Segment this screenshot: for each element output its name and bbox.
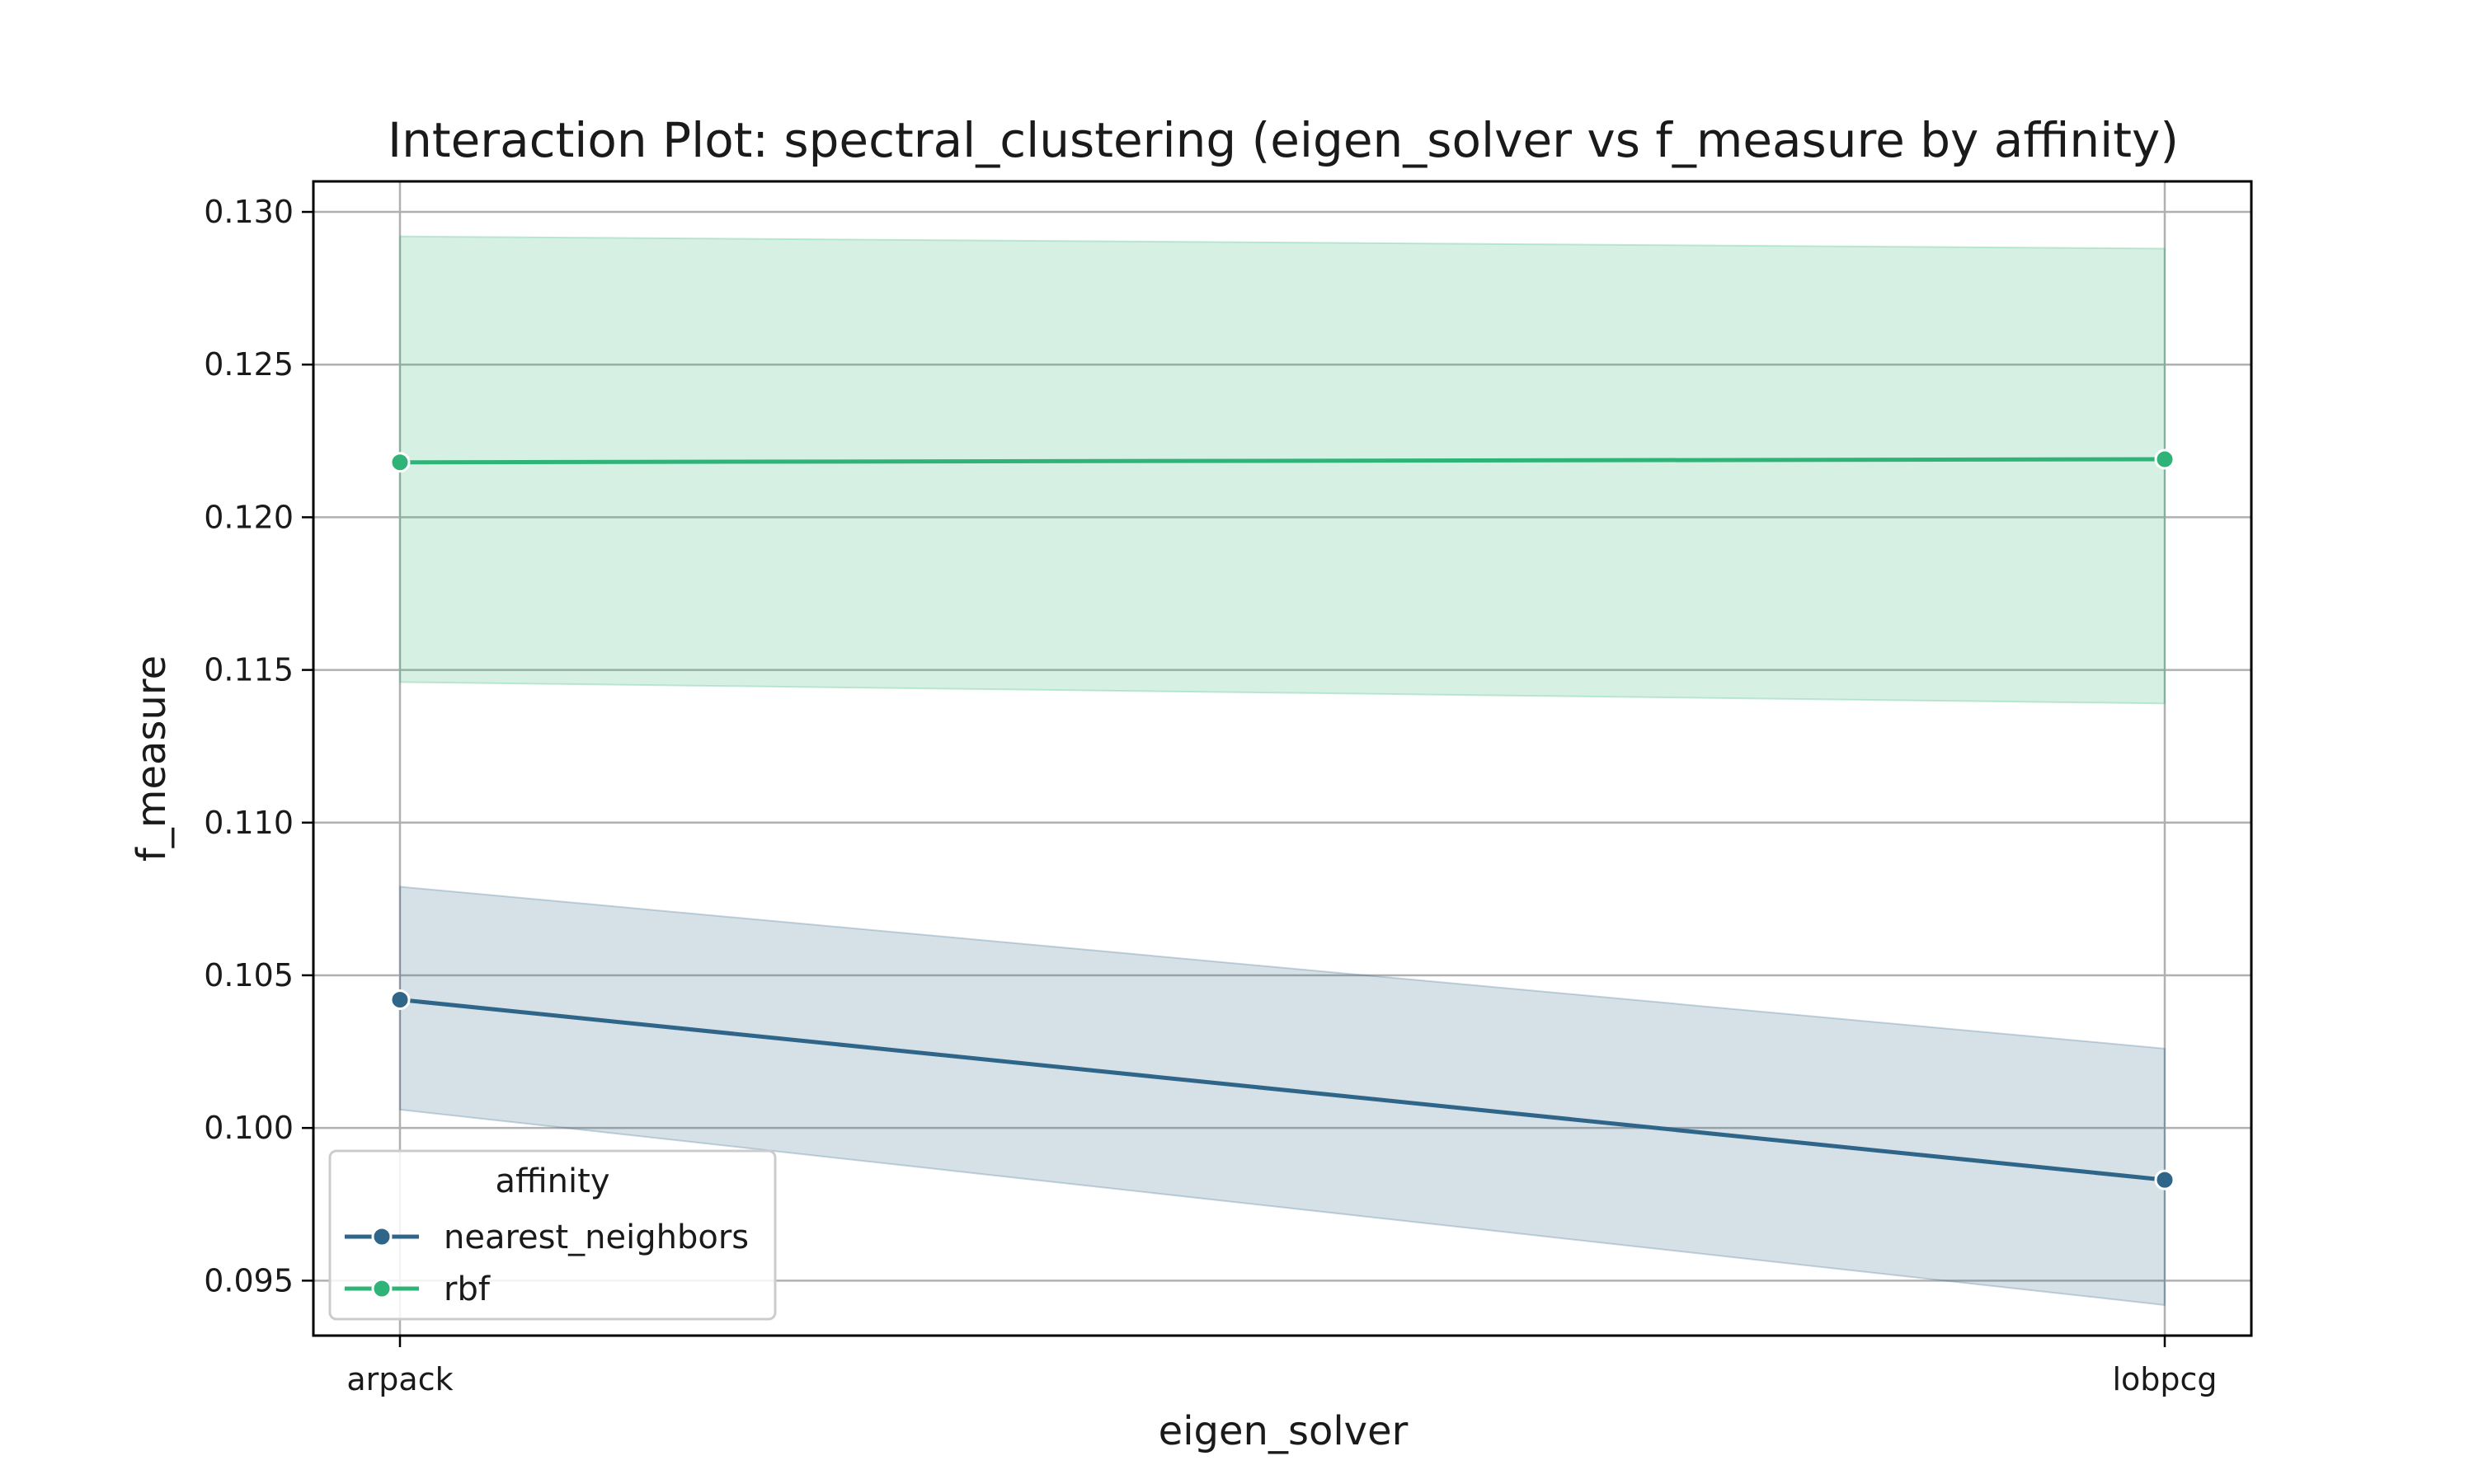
plot-area-frame (312, 180, 2253, 1337)
x-tick-label: arpack (346, 1361, 453, 1397)
y-tick-label: 0.125 (204, 346, 294, 383)
point-rbf-lobpcg (2154, 448, 2175, 470)
ci-band-nearest_neighbors (399, 885, 2166, 1307)
ci-band-rbf (399, 235, 2166, 705)
y-tick-label: 0.110 (204, 805, 294, 841)
grid (313, 181, 2251, 1336)
y-tick-label: 0.115 (204, 652, 294, 688)
line-nearest_neighbors (399, 998, 2166, 1182)
chart-title: Interaction Plot: spectral_clustering (e… (388, 112, 2179, 168)
legend-label-rbf: rbf (444, 1270, 491, 1308)
line-rbf (399, 457, 2166, 465)
y-tick-label: 0.100 (204, 1110, 294, 1146)
y-tick-label: 0.130 (204, 194, 294, 230)
series-points (389, 448, 2175, 1190)
x-tick-label: lobpcg (2112, 1361, 2217, 1397)
x-axis-ticks: arpack lobpcg (346, 1336, 2218, 1397)
legend-marker-nearest_neighbors (371, 1226, 393, 1247)
y-tick-label: 0.120 (204, 499, 294, 535)
point-nearest_neighbors-arpack (389, 989, 411, 1011)
y-tick-label: 0.105 (204, 957, 294, 993)
series-lines (399, 457, 2166, 1182)
y-axis-ticks: 0.095 0.100 0.105 0.110 0.115 0.120 0.125 0.130 (204, 194, 313, 1298)
legend-label-nearest_neighbors: nearest_neighbors (444, 1219, 749, 1256)
point-nearest_neighbors-lobpcg (2154, 1169, 2175, 1190)
confidence-bands (399, 235, 2166, 1307)
x-axis-label: eigen_solver (1159, 1408, 1409, 1454)
legend-title: affinity (495, 1162, 609, 1200)
point-rbf-arpack (389, 452, 411, 473)
legend-box (328, 1149, 777, 1321)
legend-marker-rbf (371, 1278, 393, 1299)
y-tick-label: 0.095 (204, 1262, 294, 1298)
y-axis-label: f_measure (129, 655, 175, 862)
